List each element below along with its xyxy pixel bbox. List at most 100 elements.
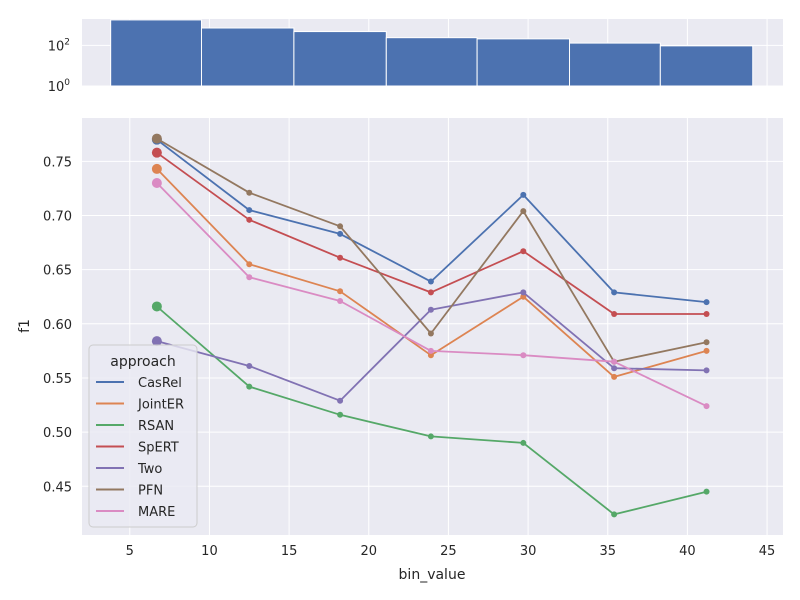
series-layer: [151, 133, 710, 518]
data-point-spert-7: [703, 311, 710, 318]
histogram-bar-3: [293, 31, 387, 87]
y-tick-label: 0.60: [43, 318, 72, 333]
data-point-spert-6: [611, 311, 618, 318]
x-tick-label: 40: [679, 544, 696, 559]
data-point-mare-4: [427, 347, 434, 354]
data-point-spert-2: [246, 216, 253, 223]
data-point-rsan-3: [337, 411, 344, 418]
data-point-jointer-6: [611, 373, 618, 380]
histogram-panel: 100 102: [48, 19, 783, 95]
data-point-rsan-5: [520, 439, 527, 446]
data-point-pfn-2: [246, 189, 253, 196]
data-point-pfn-1: [151, 133, 162, 144]
data-point-two-4: [427, 306, 434, 313]
data-point-casrel-6: [611, 289, 618, 296]
histogram-bar-2: [200, 27, 295, 87]
series-mare: [151, 177, 710, 410]
data-point-pfn-4: [427, 330, 434, 337]
histogram-bar-4: [385, 37, 478, 87]
legend: approach CasRel JointER RSAN SpERT Two PFN MAR…: [88, 344, 198, 528]
histogram-bar-7: [659, 45, 754, 87]
data-point-jointer-1: [151, 163, 162, 174]
y-tick-label: 0.50: [43, 426, 72, 441]
data-point-two-3: [337, 397, 344, 404]
data-point-two-2: [246, 363, 253, 370]
legend-label-mare: MARE: [138, 505, 175, 520]
data-point-pfn-7: [703, 339, 710, 346]
series-two: [151, 289, 710, 404]
histogram-bar-1: [110, 19, 202, 87]
histogram-y-tick-exponent: 2: [64, 37, 70, 47]
legend-label-spert: SpERT: [138, 441, 179, 456]
legend-label-rsan: RSAN: [138, 419, 174, 434]
data-point-mare-3: [337, 298, 344, 305]
series-rsan: [151, 301, 710, 518]
y-tick-label: 0.65: [43, 264, 72, 279]
y-tick-label: 0.70: [43, 209, 72, 224]
data-point-rsan-4: [427, 433, 434, 440]
x-tick-label: 30: [520, 544, 537, 559]
x-tick-label: 20: [360, 544, 377, 559]
histogram-y-ticks: 100 102: [48, 37, 71, 95]
data-point-jointer-2: [246, 261, 253, 268]
data-point-mare-6: [611, 358, 618, 365]
data-point-rsan-1: [151, 301, 162, 312]
data-point-two-1: [151, 336, 162, 347]
data-point-rsan-2: [246, 383, 253, 390]
data-point-mare-5: [520, 352, 527, 359]
histogram-y-tick-label: 102: [48, 37, 70, 54]
legend-items: CasRel JointER RSAN SpERT Two PFN MARE: [96, 376, 184, 520]
data-point-casrel-7: [703, 299, 710, 306]
data-point-rsan-7: [703, 488, 710, 495]
data-point-spert-5: [520, 248, 527, 255]
data-point-spert-1: [151, 147, 162, 158]
data-point-spert-4: [427, 289, 434, 296]
data-point-casrel-5: [520, 191, 527, 198]
series-spert: [151, 147, 710, 318]
data-point-rsan-6: [611, 511, 618, 518]
data-point-jointer-7: [703, 347, 710, 354]
data-point-two-5: [520, 289, 527, 296]
y-axis-label: f1: [17, 319, 33, 333]
legend-label-casrel: CasRel: [138, 376, 182, 391]
x-axis-label: bin_value: [399, 567, 466, 583]
x-axis-ticks: 5 10 15 20 25 30 35 40 45: [126, 544, 776, 559]
data-point-mare-7: [703, 403, 710, 410]
histogram-bars: [110, 19, 754, 87]
data-point-pfn-5: [520, 208, 527, 215]
histogram-y-tick-exponent: 0: [64, 78, 70, 88]
legend-label-two: Two: [137, 462, 162, 477]
y-tick-label: 0.75: [43, 155, 72, 170]
legend-title: approach: [110, 354, 176, 370]
data-point-two-7: [703, 367, 710, 374]
histogram-y-tick-label: 100: [48, 78, 71, 95]
data-point-casrel-4: [427, 278, 434, 285]
x-tick-label: 5: [126, 544, 134, 559]
legend-label-jointer: JointER: [137, 398, 184, 413]
plot-grid: [82, 118, 783, 535]
histogram-bar-6: [569, 42, 661, 87]
histogram-bar-5: [476, 38, 571, 87]
data-point-casrel-3: [337, 230, 344, 237]
line-chart-panel: 5 10 15 20 25 30 35 40 45 0.450.500.550.600.650.…: [17, 118, 783, 583]
x-tick-label: 10: [201, 544, 218, 559]
series-jointer: [151, 163, 710, 380]
data-point-jointer-5: [520, 293, 527, 300]
y-tick-label: 0.45: [43, 480, 72, 495]
x-tick-label: 25: [440, 544, 457, 559]
data-point-two-6: [611, 365, 618, 372]
data-point-jointer-4: [427, 352, 434, 359]
legend-label-pfn: PFN: [138, 484, 163, 499]
data-point-spert-3: [337, 254, 344, 261]
data-point-mare-2: [246, 274, 253, 281]
data-point-pfn-3: [337, 223, 344, 230]
x-tick-label: 15: [281, 544, 298, 559]
data-point-jointer-3: [337, 288, 344, 295]
data-point-casrel-2: [246, 207, 253, 214]
legend-box: [88, 344, 198, 528]
data-point-mare-1: [151, 177, 162, 188]
plot-background: [82, 118, 783, 535]
y-tick-label: 0.55: [43, 372, 72, 387]
y-axis-ticks: 0.45 0.50 0.55 0.60 0.65 0.70 0.75: [43, 155, 72, 495]
